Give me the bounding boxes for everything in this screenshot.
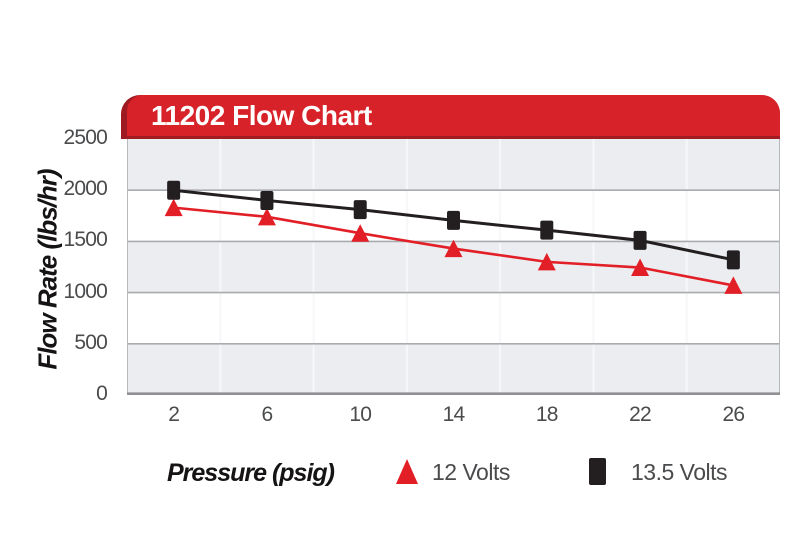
square-marker	[726, 250, 740, 270]
triangle-marker	[724, 276, 743, 294]
square-marker	[540, 220, 554, 240]
y-tick-label: 1000	[63, 279, 107, 303]
red-triangle-marker-icon	[396, 459, 418, 484]
triangle-marker	[631, 258, 650, 277]
x-tick-label: 2	[168, 403, 180, 426]
square-marker	[260, 190, 274, 210]
x-axis-title: Pressure (psig)	[167, 459, 335, 487]
black-square-marker-icon	[589, 458, 606, 485]
x-tick-label: 18	[535, 403, 559, 426]
legend-label-13-5-volts: 13.5 Volts	[631, 459, 728, 485]
triangle-marker	[444, 239, 463, 258]
triangle-marker	[537, 252, 556, 271]
x-tick-label: 22	[629, 403, 652, 426]
triangle-marker	[257, 207, 276, 226]
y-tick-label: 0	[96, 382, 108, 405]
legend-label-12-volts: 12 Volts	[432, 459, 510, 485]
chart-title: 11202 Flow Chart	[151, 100, 372, 131]
x-tick-label: 14	[442, 403, 466, 426]
triangle-marker	[351, 224, 370, 242]
square-marker	[633, 230, 647, 250]
x-tick-label: 6	[261, 403, 273, 426]
plot-band	[127, 292, 780, 344]
chart-title-banner-face: 11202 Flow Chart	[127, 95, 780, 139]
chart-title-banner: 11202 Flow Chart	[121, 95, 780, 139]
square-marker	[167, 180, 181, 200]
x-tick-label: 10	[349, 403, 372, 426]
square-marker	[447, 210, 460, 230]
plot-area	[127, 139, 780, 395]
plot-band	[127, 343, 780, 395]
y-tick-label: 2500	[63, 126, 107, 149]
y-tick-label: 2000	[63, 177, 107, 201]
x-tick-label: 26	[722, 403, 745, 426]
y-tick-label: 500	[74, 330, 107, 354]
square-marker	[353, 200, 367, 220]
plot-band	[127, 139, 780, 191]
triangle-marker	[164, 198, 183, 217]
y-tick-label: 1500	[63, 228, 107, 252]
